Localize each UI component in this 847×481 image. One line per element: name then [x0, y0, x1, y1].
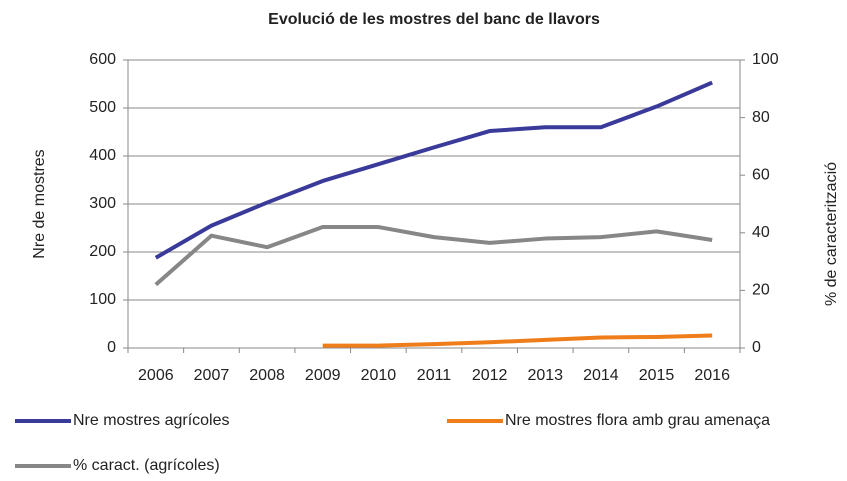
x-tick-label: 2010	[361, 367, 397, 384]
legend-label: % caract. (agrícoles)	[73, 457, 220, 474]
chart-title: Evolució de les mostres del banc de llav…	[268, 11, 600, 28]
x-tick-label: 2007	[194, 367, 230, 384]
y2-tick-label: 0	[752, 339, 761, 356]
y2-axis-label: % de caracterització	[823, 162, 840, 306]
x-tick-label: 2012	[472, 367, 508, 384]
y-tick-label: 500	[89, 99, 116, 116]
y-tick-label: 300	[89, 195, 116, 212]
x-tick-label: 2009	[305, 367, 341, 384]
x-tick-label: 2008	[249, 367, 285, 384]
x-tick-label: 2011	[417, 367, 452, 384]
line-series	[154, 80, 713, 260]
line-series	[322, 333, 713, 348]
y2-tick-label: 80	[752, 109, 770, 126]
y2-tick-label: 60	[752, 166, 770, 183]
y-tick-label: 0	[107, 339, 116, 356]
y-tick-label: 600	[89, 51, 116, 68]
x-tick-label: 2013	[527, 367, 563, 384]
x-tick-label: 2014	[583, 367, 619, 384]
y-axis-label: Nre de mostres	[31, 149, 48, 258]
y-tick-label: 400	[89, 147, 116, 164]
y2-tick-label: 20	[752, 282, 770, 299]
y2-tick-label: 100	[752, 51, 779, 68]
line-series	[154, 225, 713, 287]
x-tick-label: 2016	[694, 367, 730, 384]
x-tick-label: 2015	[639, 367, 675, 384]
legend-label: Nre mostres agrícoles	[73, 412, 230, 429]
y-tick-label: 200	[89, 243, 116, 260]
x-tick-label: 2006	[138, 367, 174, 384]
legend-label: Nre mostres flora amb grau amenaça	[505, 412, 770, 429]
y-tick-label: 100	[89, 291, 116, 308]
y2-tick-label: 40	[752, 224, 770, 241]
